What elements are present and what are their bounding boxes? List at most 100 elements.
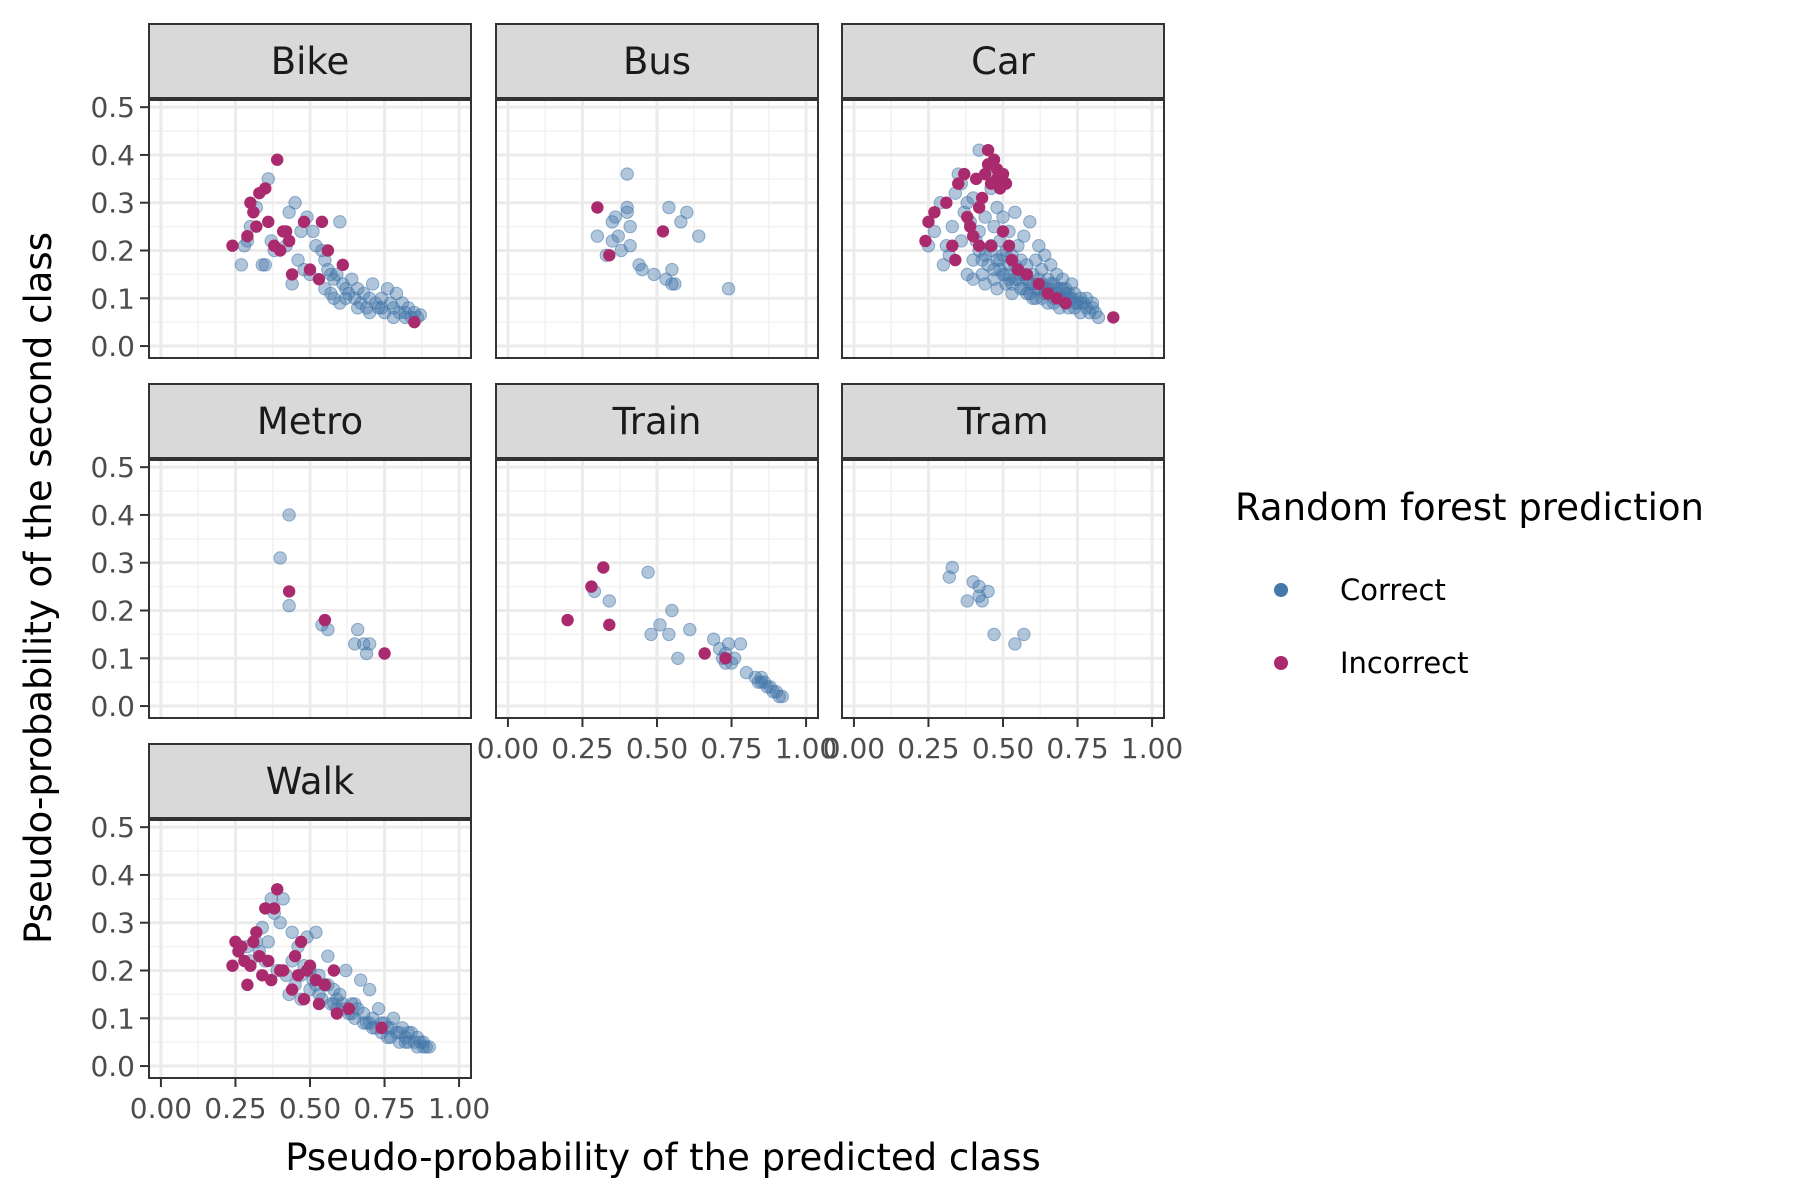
point-incorrect (591, 201, 604, 214)
point-incorrect (268, 902, 281, 915)
legend-title: Random forest prediction (1235, 486, 1704, 529)
x-tick-label: 0.75 (353, 1092, 415, 1125)
point-incorrect (273, 244, 287, 257)
point-incorrect (276, 964, 290, 977)
point-correct (706, 632, 721, 646)
point-correct (978, 248, 992, 262)
point-correct (680, 205, 694, 219)
point-incorrect (244, 959, 257, 972)
y-tick-label: 0.0 (90, 690, 135, 723)
point-correct (258, 258, 272, 272)
facet-strip-label: Tram (956, 400, 1048, 443)
panel-bike: Bike 0.0 0.1 0.2 0.3 0.4 0.5 (90, 23, 472, 363)
point-correct (620, 200, 634, 215)
point-incorrect (294, 935, 308, 949)
y-tick-label: 0.5 (90, 811, 135, 844)
panel-border (495, 99, 819, 359)
point-correct (1017, 627, 1031, 642)
point-correct (362, 637, 377, 651)
point-correct (1008, 637, 1022, 651)
point-correct (282, 205, 296, 219)
point-correct (620, 167, 634, 181)
point-correct (365, 277, 380, 291)
panel-metro: Metro 0.0 0.1 0.2 0.3 0.4 0.5 (90, 383, 472, 723)
point-incorrect (259, 902, 272, 915)
point-incorrect (981, 143, 995, 157)
point-incorrect (975, 191, 989, 205)
gridlines (842, 460, 1164, 718)
point-incorrect (949, 253, 962, 267)
point-correct (733, 637, 748, 651)
point-incorrect (250, 926, 263, 939)
y-axis-title: Pseudo-probability of the second class (17, 232, 60, 944)
y-tick-label: 0.2 (90, 235, 135, 268)
point-incorrect (265, 973, 278, 987)
facet-strip-label: Walk (266, 760, 355, 803)
point-correct (333, 215, 347, 229)
points (561, 561, 789, 704)
panel-bus: Bus (495, 23, 819, 359)
point-incorrect (336, 258, 349, 272)
gridlines (149, 100, 471, 358)
facet-strip-label: Bike (271, 40, 350, 83)
point-incorrect (226, 959, 239, 972)
x-tick-label: 1.00 (775, 732, 837, 765)
point-incorrect (312, 272, 326, 286)
point-correct (641, 565, 655, 579)
point-incorrect (303, 263, 317, 276)
point-correct (981, 584, 995, 599)
point-incorrect (375, 1021, 388, 1035)
points (590, 167, 736, 296)
point-incorrect (378, 647, 391, 660)
point-correct (374, 301, 389, 315)
y-tick-label: 0.2 (90, 595, 135, 628)
point-correct (351, 622, 365, 637)
legend-key-correct (1274, 583, 1288, 597)
point-correct (234, 258, 249, 272)
point-correct (978, 210, 992, 224)
point-correct (1091, 310, 1106, 325)
y-tick-label: 0.1 (90, 282, 135, 315)
point-correct (721, 282, 736, 296)
y-tick-label: 0.3 (90, 187, 135, 220)
point-incorrect (271, 153, 284, 166)
point-correct (288, 196, 302, 210)
point-correct (775, 689, 789, 704)
point-incorrect (1032, 277, 1045, 291)
point-correct (1085, 296, 1100, 310)
x-tick-label: 0.00 (823, 732, 885, 765)
point-correct (665, 277, 679, 291)
y-tick-label: 0.3 (90, 907, 135, 940)
y-tick-label: 0.4 (90, 499, 135, 532)
point-correct (623, 219, 637, 234)
point-incorrect (288, 949, 302, 963)
point-correct (371, 1002, 386, 1016)
panel-border (841, 99, 1165, 359)
point-incorrect (297, 215, 311, 229)
point-incorrect (999, 177, 1013, 190)
point-incorrect (312, 997, 326, 1011)
x-tick-label: 0.50 (972, 732, 1034, 765)
points (919, 143, 1120, 325)
point-correct (327, 291, 341, 305)
point-correct (936, 258, 951, 272)
point-incorrect (247, 206, 260, 219)
point-correct (927, 224, 942, 239)
point-correct (590, 229, 605, 243)
point-incorrect (946, 239, 959, 252)
point-correct (398, 1035, 413, 1049)
point-incorrect (279, 225, 293, 238)
point-correct (330, 267, 344, 282)
gridlines (149, 460, 471, 718)
point-correct (966, 253, 980, 267)
point-correct (386, 310, 401, 325)
x-tick-label: 0.75 (1046, 732, 1108, 765)
point-incorrect (1020, 268, 1034, 281)
point-correct (635, 262, 649, 277)
point-incorrect (996, 225, 1010, 238)
facet-strip (841, 23, 1165, 99)
point-correct (261, 935, 275, 949)
points (226, 153, 428, 329)
x-axis-title: Pseudo-probability of the predicted clas… (285, 1136, 1041, 1179)
